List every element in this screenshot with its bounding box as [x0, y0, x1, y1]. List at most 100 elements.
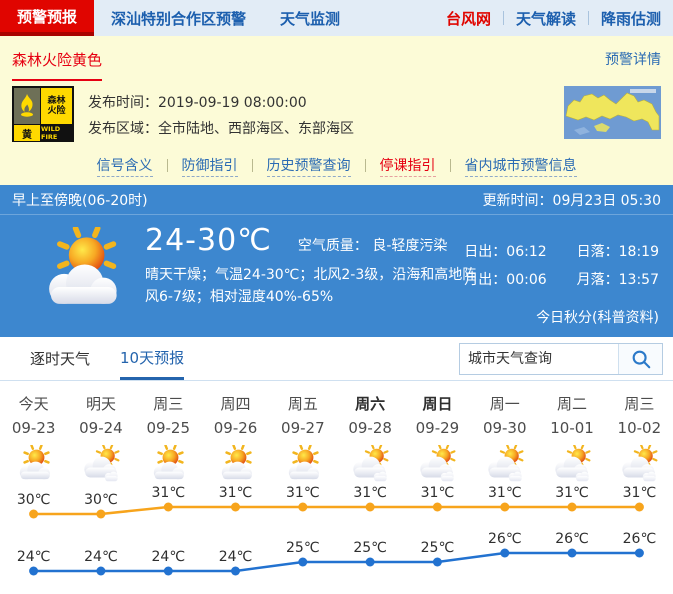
cloudy-icon	[404, 444, 471, 489]
current-weather-main: 24-30℃ 空气质量： 良-轻度污染 晴天干燥；气温24-30℃；北风2-3级…	[145, 223, 480, 308]
nav-tab-warning-forecast[interactable]: 预警预报	[0, 0, 95, 36]
partly-cloudy-icon	[36, 225, 126, 317]
high-temp-label: 31℃	[488, 485, 522, 501]
day-date: 09-30	[482, 419, 527, 437]
low-temp-point	[29, 566, 39, 576]
low-temp-point	[634, 548, 644, 558]
low-temp-label: 24℃	[17, 549, 51, 565]
day-icons-row	[0, 443, 673, 483]
link-history-warning-query[interactable]: 历史预警查询	[266, 155, 351, 177]
flame-icon	[14, 88, 40, 124]
nav-tab-weather-monitor[interactable]: 天气监测	[280, 9, 341, 28]
day-date: 09-29	[415, 419, 460, 437]
publish-time-row: 发布时间：2019-09-19 08:00:00	[88, 95, 307, 111]
high-temp-point	[500, 502, 510, 512]
low-temp-point	[365, 557, 375, 567]
low-temp-point	[96, 566, 106, 576]
low-temp-label: 24℃	[152, 549, 186, 565]
top-nav: 预警预报 深汕特别合作区预警 天气监测 台风网 天气解读 降雨估测	[0, 0, 673, 36]
tab-ten-day-forecast[interactable]: 10天预报	[120, 337, 185, 380]
link-defense-guide[interactable]: 防御指引	[181, 155, 238, 177]
sun-moon-times: 日出：06:12 日落：18:19 月出：00:06 月落：13:57	[464, 241, 659, 289]
warning-body: 森林 火险 黄 WILD FIRE 发布时间：2019-09-19 08:00:0…	[0, 84, 673, 146]
low-temp-point	[500, 548, 510, 558]
day-name: 今天	[18, 395, 49, 413]
day-name: 周三	[153, 395, 184, 413]
sunset: 日落：18:19	[576, 244, 659, 260]
link-signal-meaning[interactable]: 信号含义	[96, 155, 153, 177]
partly-cloudy-icon	[269, 444, 336, 489]
warning-details-link[interactable]: 预警详情	[605, 52, 661, 68]
current-weather-body: 24-30℃ 空气质量： 良-轻度污染 晴天干燥；气温24-30℃；北风2-3级…	[0, 215, 673, 336]
partly-cloudy-icon	[0, 444, 67, 489]
temperature-range: 24-30℃	[145, 223, 272, 258]
nav-tab-shenshan-warning[interactable]: 深汕特别合作区预警	[111, 9, 247, 28]
day-name: 周三	[624, 395, 655, 413]
search-input[interactable]	[460, 344, 618, 374]
day-date: 09-27	[281, 419, 325, 437]
day-name: 周六	[355, 395, 386, 413]
day-names-row: 今天 明天 周三 周四 周五 周六 周日 周一 周二 周三	[0, 381, 673, 413]
separator	[251, 159, 253, 172]
nav-separator	[587, 11, 589, 25]
city-weather-search	[459, 343, 663, 375]
low-temp-point	[163, 566, 173, 576]
low-temp-label: 25℃	[353, 540, 387, 556]
day-date: 09-28	[348, 419, 392, 437]
nav-link-typhoon-net[interactable]: 台风网	[445, 9, 491, 28]
high-temp-label: 31℃	[353, 485, 387, 501]
high-temp-point	[29, 509, 39, 519]
day-dates-row: 09-23 09-24 09-25 09-26 09-27 09-28 09-29 09-30…	[0, 413, 673, 443]
moonrise: 月出：00:06	[464, 272, 547, 288]
publish-area-row: 发布区域：全市陆地、西部海区、东部海区	[88, 121, 354, 137]
search-icon	[632, 350, 650, 369]
high-temp-point	[365, 502, 375, 512]
warning-title: 森林火险黄色	[12, 49, 103, 81]
cloudy-icon	[606, 444, 673, 489]
nav-link-rain-estimate[interactable]: 降雨估测	[600, 9, 661, 28]
forecast-tabs-row: 逐时天气 10天预报	[0, 337, 673, 381]
publish-time-value: 2019-09-19 08:00:00	[158, 95, 307, 111]
warning-title-row: 森林火险黄色 预警详情	[0, 36, 673, 84]
low-temp-label: 26℃	[488, 531, 522, 547]
warning-region-map-thumbnail[interactable]	[564, 86, 661, 139]
high-temp-point	[298, 502, 308, 512]
temperature-chart: 30℃ 30℃ 31℃ 31℃ 31℃ 31℃ 31℃ 31℃ 31℃ 31℃ 24℃ 24℃ 24℃ 2…	[0, 483, 673, 590]
weather-description: 晴天干燥；气温24-30℃；北风2-3级，沿海和高地阵风6-7级；相对湿度40%…	[145, 267, 477, 305]
high-temp-point	[231, 502, 240, 512]
nav-link-weather-explain[interactable]: 天气解读	[515, 9, 576, 28]
search-button[interactable]	[618, 344, 662, 374]
cloudy-icon	[67, 444, 134, 489]
day-name: 明天	[85, 395, 116, 413]
day-name: 周一	[489, 395, 520, 413]
low-temp-label: 25℃	[286, 540, 320, 556]
air-quality: 空气质量： 良-轻度污染	[297, 238, 448, 254]
forecast-period: 早上至傍晚(06-20时)	[12, 192, 148, 209]
solar-term-link[interactable]: 今日秋分(科普资料)	[536, 310, 659, 326]
link-province-city-warnings[interactable]: 省内城市预警信息	[464, 155, 577, 177]
low-temp-label: 25℃	[421, 540, 455, 556]
day-date: 09-24	[79, 419, 123, 437]
high-temp-line	[33, 505, 640, 516]
day-date: 09-26	[213, 419, 258, 437]
partly-cloudy-icon	[135, 444, 202, 489]
tab-hourly-weather[interactable]: 逐时天气	[30, 350, 91, 368]
high-temp-point	[634, 502, 644, 512]
badge-name: 森林 火险	[41, 88, 72, 124]
high-temp-label: 31℃	[421, 485, 455, 501]
publish-area-value: 全市陆地、西部海区、东部海区	[158, 121, 354, 137]
high-temp-label: 31℃	[219, 485, 253, 501]
link-class-suspension-guide[interactable]: 停课指引	[379, 155, 436, 177]
high-temp-label: 31℃	[286, 485, 320, 501]
high-temp-label: 30℃	[84, 492, 118, 508]
low-temp-point	[432, 557, 442, 567]
warning-info: 发布时间：2019-09-19 08:00:00 发布区域：全市陆地、西部海区、…	[88, 86, 354, 142]
high-temp-point	[432, 502, 442, 512]
low-temp-label: 24℃	[84, 549, 118, 565]
day-name: 周二	[557, 395, 588, 413]
day-date: 10-01	[550, 419, 594, 437]
high-temp-point	[96, 509, 106, 519]
cloudy-icon	[471, 444, 538, 489]
warning-links-row: 信号含义 防御指引 历史预警查询 停课指引 省内城市预警信息	[0, 146, 673, 185]
ten-day-forecast-panel: 今天 明天 周三 周四 周五 周六 周日 周一 周二 周三 09-23 09-24 09-25 09-2…	[0, 381, 673, 590]
